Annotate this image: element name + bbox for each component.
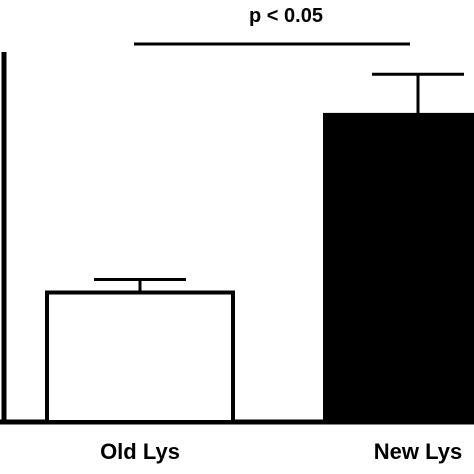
x-tick-label-1: New Lys: [374, 439, 462, 464]
bar-new-lys: [323, 112, 474, 425]
x-tick-label-0: Old Lys: [100, 439, 180, 464]
tick-labels-group: Old Lys New Lys: [100, 439, 462, 464]
significance-label: p < 0.05: [249, 5, 323, 27]
error-bars-group: [94, 72, 464, 293]
bar-old-lys: [45, 290, 235, 424]
bars-group: [45, 112, 474, 425]
